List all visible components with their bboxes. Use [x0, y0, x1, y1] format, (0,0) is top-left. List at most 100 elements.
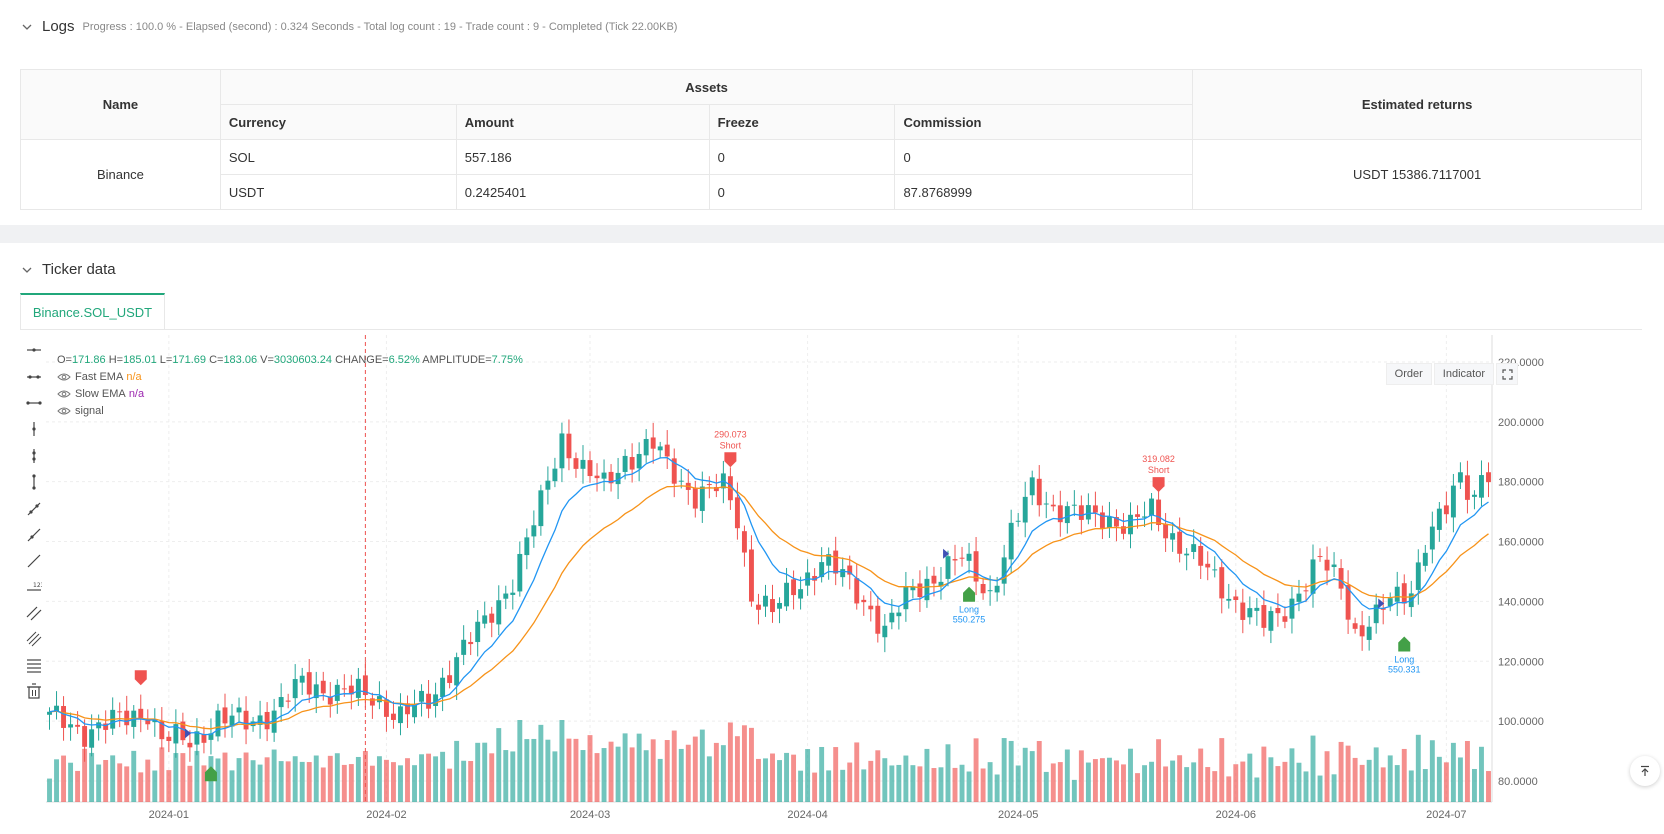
volume-bar	[440, 751, 446, 802]
date-tick-label: 2024-03	[570, 809, 610, 821]
candle-body	[1415, 562, 1421, 590]
candle-body	[440, 677, 446, 697]
volume-bar	[1261, 746, 1267, 802]
candle-body	[1212, 569, 1218, 571]
volume-bar	[1366, 759, 1372, 802]
eye-icon[interactable]	[57, 389, 71, 399]
volume-bar	[1443, 762, 1449, 802]
candle-body	[671, 458, 677, 484]
fibonacci-tool-icon[interactable]	[24, 629, 44, 649]
volume-bar	[264, 757, 270, 802]
candle-body	[791, 579, 797, 596]
volume-bar	[1142, 765, 1147, 802]
volume-bar	[503, 750, 509, 802]
ohlc-readout: O=171.86 H=185.01 L=171.69 C=183.06 V=30…	[57, 354, 523, 366]
candle-body	[1219, 567, 1225, 599]
volume-bar	[1240, 761, 1246, 802]
chevron-down-icon[interactable]	[20, 263, 34, 277]
vertical-segment-tool-icon[interactable]	[24, 472, 44, 492]
volume-bar	[791, 754, 797, 802]
candle-body	[194, 731, 200, 745]
amount-cell: 0.2425401	[455, 174, 710, 210]
candle-body	[1071, 504, 1077, 506]
parallel-channel-tool-icon[interactable]	[24, 603, 44, 623]
candle-body	[734, 497, 740, 529]
legend-signal[interactable]: signal	[57, 405, 104, 417]
legend-fast-ema[interactable]: Fast EMA n/a	[57, 371, 142, 383]
volume-bar	[798, 770, 804, 802]
low-label: L=	[159, 354, 173, 366]
candle-body	[959, 557, 965, 559]
candle-body	[1247, 608, 1253, 618]
volume-bar	[131, 750, 137, 802]
candle-body	[1015, 520, 1021, 522]
indicator-button[interactable]: Indicator	[1433, 363, 1494, 385]
price-line-tool-icon[interactable]: 123	[24, 577, 44, 597]
volume-bar	[461, 760, 467, 802]
volume-bar	[61, 755, 67, 802]
scroll-to-top-icon[interactable]	[1630, 756, 1660, 786]
eye-icon[interactable]	[57, 406, 71, 416]
amplitude-value: 7.75%	[491, 354, 523, 366]
ticker-header[interactable]: Ticker data	[20, 261, 116, 278]
candle-body	[826, 554, 832, 566]
logs-header[interactable]: Logs Progress : 100.0 % - Elapsed (secon…	[20, 18, 677, 35]
volume-bar	[615, 746, 621, 802]
volume-bar	[1479, 746, 1484, 802]
order-button[interactable]: Order	[1385, 363, 1432, 385]
vertical-line-tool-icon[interactable]	[24, 419, 44, 439]
volume-bar	[166, 770, 172, 802]
volume-bar	[1471, 768, 1477, 802]
candle-body	[1422, 552, 1428, 566]
trend-line-tool-icon[interactable]	[24, 499, 44, 519]
candle-body	[341, 688, 347, 690]
volume-bar	[720, 745, 726, 802]
crosshair-line-tool-icon[interactable]	[24, 340, 44, 360]
volume-bar	[1275, 766, 1281, 802]
volume-bar	[1429, 740, 1435, 802]
candle-body	[1464, 475, 1470, 500]
horizontal-segment-tool-icon[interactable]	[24, 393, 44, 413]
tab-sol-usdt[interactable]: Binance.SOL_USDT	[20, 293, 165, 329]
volume-bar	[1064, 749, 1070, 802]
legend-slow-ema[interactable]: Slow EMA n/a	[57, 388, 144, 400]
horizontal-ray-tool-icon[interactable]	[24, 367, 44, 387]
volume-bar	[896, 764, 902, 802]
volume-bar	[1114, 760, 1119, 802]
candle-body	[1429, 526, 1435, 550]
trash-icon[interactable]	[24, 681, 44, 701]
fullscreen-icon[interactable]	[1496, 363, 1518, 385]
candle-body	[1036, 478, 1042, 506]
volume-bar	[524, 739, 530, 802]
candle-body	[910, 586, 916, 591]
volume-bar	[636, 733, 642, 802]
ray-line-tool-icon[interactable]	[24, 525, 44, 545]
candle-body	[601, 472, 607, 479]
candle-body	[650, 437, 656, 449]
candle-body	[1457, 472, 1463, 483]
long-label: Long	[959, 605, 979, 615]
volume-bar	[1401, 748, 1407, 802]
volume-bar	[1029, 751, 1035, 802]
close-value: 183.06	[223, 354, 258, 366]
candle-body	[819, 562, 825, 578]
candle-body	[917, 583, 923, 598]
table-row: Binance SOL 557.186 0 0 USDT 15386.71170…	[20, 139, 1642, 210]
volume-bar	[419, 754, 424, 802]
long-marker-icon	[1398, 636, 1411, 652]
svg-text:123: 123	[33, 582, 42, 589]
candle-body	[882, 625, 888, 638]
candlestick-chart[interactable]: 80.0000 100.0000 120.0000 140.0000 160.0000 1…	[0, 335, 1664, 834]
price-tick-label: 140.0000	[1498, 596, 1544, 608]
candle-body	[924, 578, 930, 601]
candle-body	[159, 721, 165, 740]
straight-line-tool-icon[interactable]	[24, 551, 44, 571]
volume-bar	[699, 729, 705, 802]
commission-cell: 87.8768999	[894, 174, 1194, 210]
vertical-ray-tool-icon[interactable]	[24, 446, 44, 466]
volume-bar	[580, 750, 586, 802]
chevron-down-icon[interactable]	[20, 20, 34, 34]
horizontal-lines-tool-icon[interactable]	[24, 655, 44, 675]
eye-icon[interactable]	[57, 372, 71, 382]
candle-body	[1359, 625, 1365, 637]
